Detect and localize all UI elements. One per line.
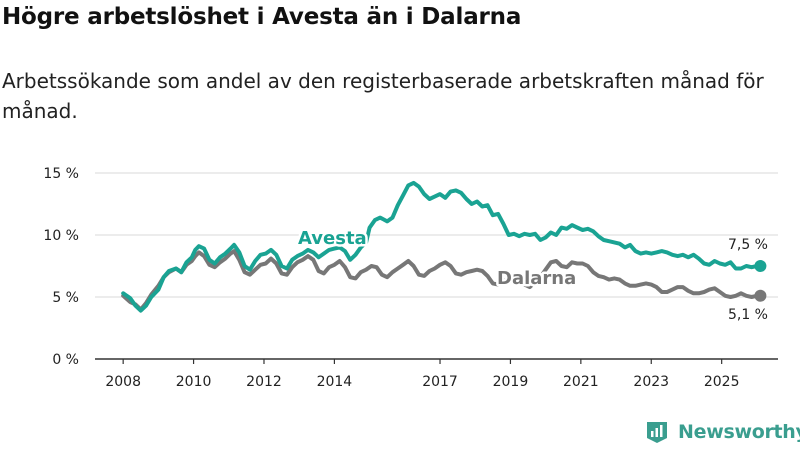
chart-subtitle: Arbetssökande som andel av den registerb… xyxy=(2,69,764,123)
brand-name: Newsworthy xyxy=(678,421,800,443)
series-end-marker-dalarna xyxy=(754,289,767,302)
x-tick-label: 2023 xyxy=(633,374,669,390)
series-label-avesta: Avesta xyxy=(298,228,367,249)
end-value-label-dalarna: 5,1 % xyxy=(728,307,768,323)
x-tick-label: 2025 xyxy=(704,374,740,390)
series-label-dalarna: Dalarna xyxy=(497,268,576,289)
chart-title: Högre arbetslöshet i Avesta än i Dalarna xyxy=(2,4,522,30)
x-tick-label: 2008 xyxy=(105,374,141,390)
x-tick-label: 2014 xyxy=(317,374,353,390)
series-end-marker-avesta xyxy=(754,260,767,272)
y-tick-label: 10 % xyxy=(43,228,79,244)
y-tick-label: 15 % xyxy=(43,166,79,182)
newsworthy-logo-icon xyxy=(647,422,667,443)
y-tick-label: 0 % xyxy=(52,352,79,368)
x-tick-label: 2021 xyxy=(563,374,599,390)
end-value-label-avesta: 7,5 % xyxy=(728,237,768,253)
x-tick-label: 2010 xyxy=(176,374,212,390)
x-tick-label: 2017 xyxy=(422,374,458,390)
x-tick-label: 2012 xyxy=(246,374,282,390)
y-tick-label: 5 % xyxy=(52,290,79,306)
x-tick-label: 2019 xyxy=(493,374,529,390)
series-line-dalarna xyxy=(121,249,763,312)
series-line-avesta xyxy=(121,180,763,313)
brand-logo: Newsworthy xyxy=(644,419,800,445)
